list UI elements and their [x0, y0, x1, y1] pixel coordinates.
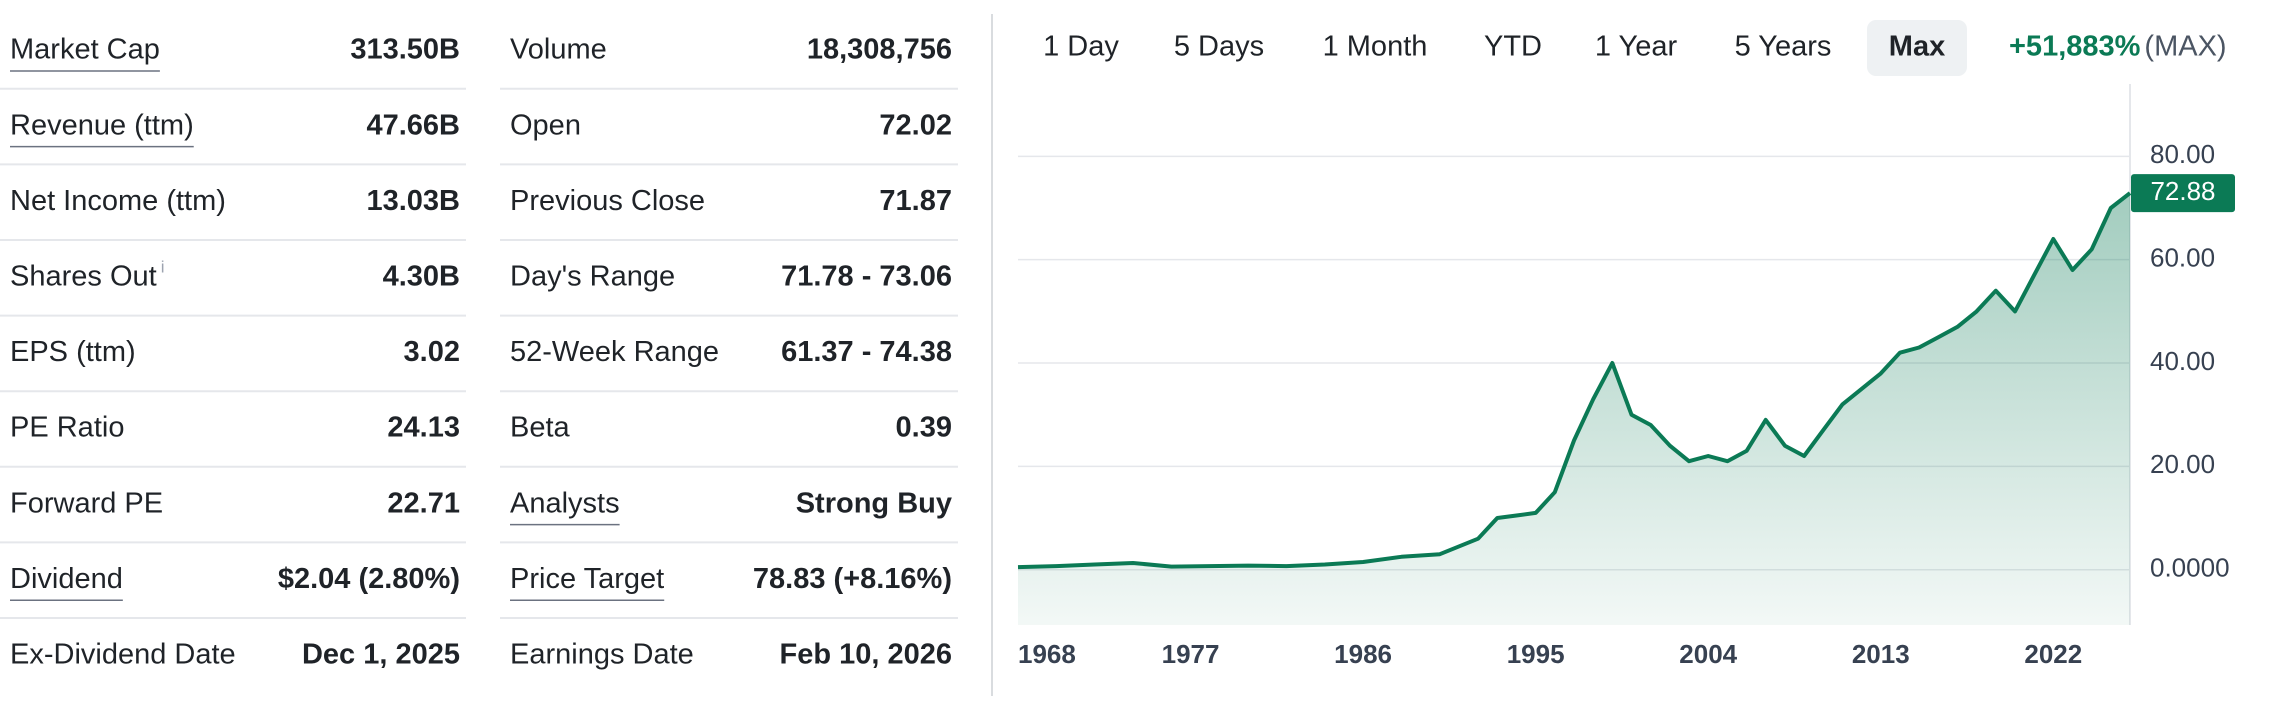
stat-value: 13.03B — [366, 185, 460, 217]
range-button-selected — [1867, 20, 1967, 76]
range-button[interactable]: 5 Days — [1174, 31, 1264, 63]
stat-value: 22.71 — [387, 487, 460, 519]
stat-label[interactable]: Revenue (ttm) — [10, 109, 194, 141]
stat-value: 61.37 - 74.38 — [781, 336, 952, 368]
stat-value: $2.04 (2.80%) — [278, 563, 460, 595]
stat-value: 3.02 — [404, 336, 460, 368]
stat-label: Volume — [510, 34, 607, 66]
stat-label: Net Income (ttm) — [10, 185, 226, 217]
stat-label[interactable]: Price Target — [510, 563, 664, 595]
x-tick-label: 2004 — [1679, 639, 1737, 669]
x-tick-label: 2022 — [2024, 639, 2082, 669]
stat-label: Previous Close — [510, 185, 705, 217]
y-tick-label: 0.0000 — [2150, 553, 2230, 583]
last-price-label: 72.88 — [2150, 176, 2215, 206]
stat-value: 0.39 — [896, 412, 952, 444]
change-period: (MAX) — [2144, 31, 2226, 63]
info-icon[interactable]: i — [161, 257, 165, 276]
stat-label: EPS (ttm) — [10, 336, 136, 368]
y-tick-label: 80.00 — [2150, 139, 2215, 169]
stat-value: Dec 1, 2025 — [302, 638, 460, 670]
stat-value: 24.13 — [387, 412, 460, 444]
range-button[interactable]: Max — [1889, 31, 1945, 63]
stat-label[interactable]: Analysts — [510, 487, 620, 519]
range-button[interactable]: YTD — [1484, 31, 1542, 63]
stat-value: 47.66B — [366, 109, 460, 141]
x-tick-label: 1986 — [1334, 639, 1392, 669]
range-button[interactable]: 1 Month — [1323, 31, 1428, 63]
stat-value: Strong Buy — [796, 487, 952, 519]
stat-value: Feb 10, 2026 — [780, 638, 953, 670]
stat-label: Beta — [510, 412, 571, 444]
stat-value: 71.87 — [879, 185, 952, 217]
stat-value: 313.50B — [350, 34, 460, 66]
price-area — [1018, 193, 2130, 625]
stat-label: Forward PE — [10, 487, 163, 519]
range-button[interactable]: 1 Year — [1595, 31, 1678, 63]
x-tick-label: 1977 — [1162, 639, 1220, 669]
y-tick-label: 40.00 — [2150, 346, 2215, 376]
stat-value: 72.02 — [879, 109, 952, 141]
stat-label: 52-Week Range — [510, 336, 719, 368]
x-tick-label: 1995 — [1507, 639, 1565, 669]
stat-label: Open — [510, 109, 581, 141]
y-tick-label: 60.00 — [2150, 243, 2215, 273]
stat-label: PE Ratio — [10, 412, 124, 444]
y-tick-label: 20.00 — [2150, 449, 2215, 479]
stat-label: Shares Out — [10, 260, 157, 292]
stat-label: Day's Range — [510, 260, 675, 292]
change-value: +51,883% — [2009, 31, 2141, 63]
range-button[interactable]: 5 Years — [1735, 31, 1832, 63]
stat-label: Ex-Dividend Date — [10, 638, 236, 670]
x-tick-label: 2013 — [1852, 639, 1910, 669]
x-tick-label: 1968 — [1018, 639, 1076, 669]
stat-label[interactable]: Dividend — [10, 563, 123, 595]
stat-value: 18,308,756 — [807, 34, 952, 66]
price-line — [1017, 191, 2132, 570]
stat-value: 71.78 - 73.06 — [781, 260, 952, 292]
range-button[interactable]: 1 Day — [1043, 31, 1119, 63]
stat-label[interactable]: Market Cap — [10, 34, 160, 66]
stat-value: 78.83 (+8.16%) — [753, 563, 952, 595]
last-price-tag — [2131, 174, 2235, 213]
stat-label: Earnings Date — [510, 638, 694, 670]
stat-value: 4.30B — [383, 260, 460, 292]
